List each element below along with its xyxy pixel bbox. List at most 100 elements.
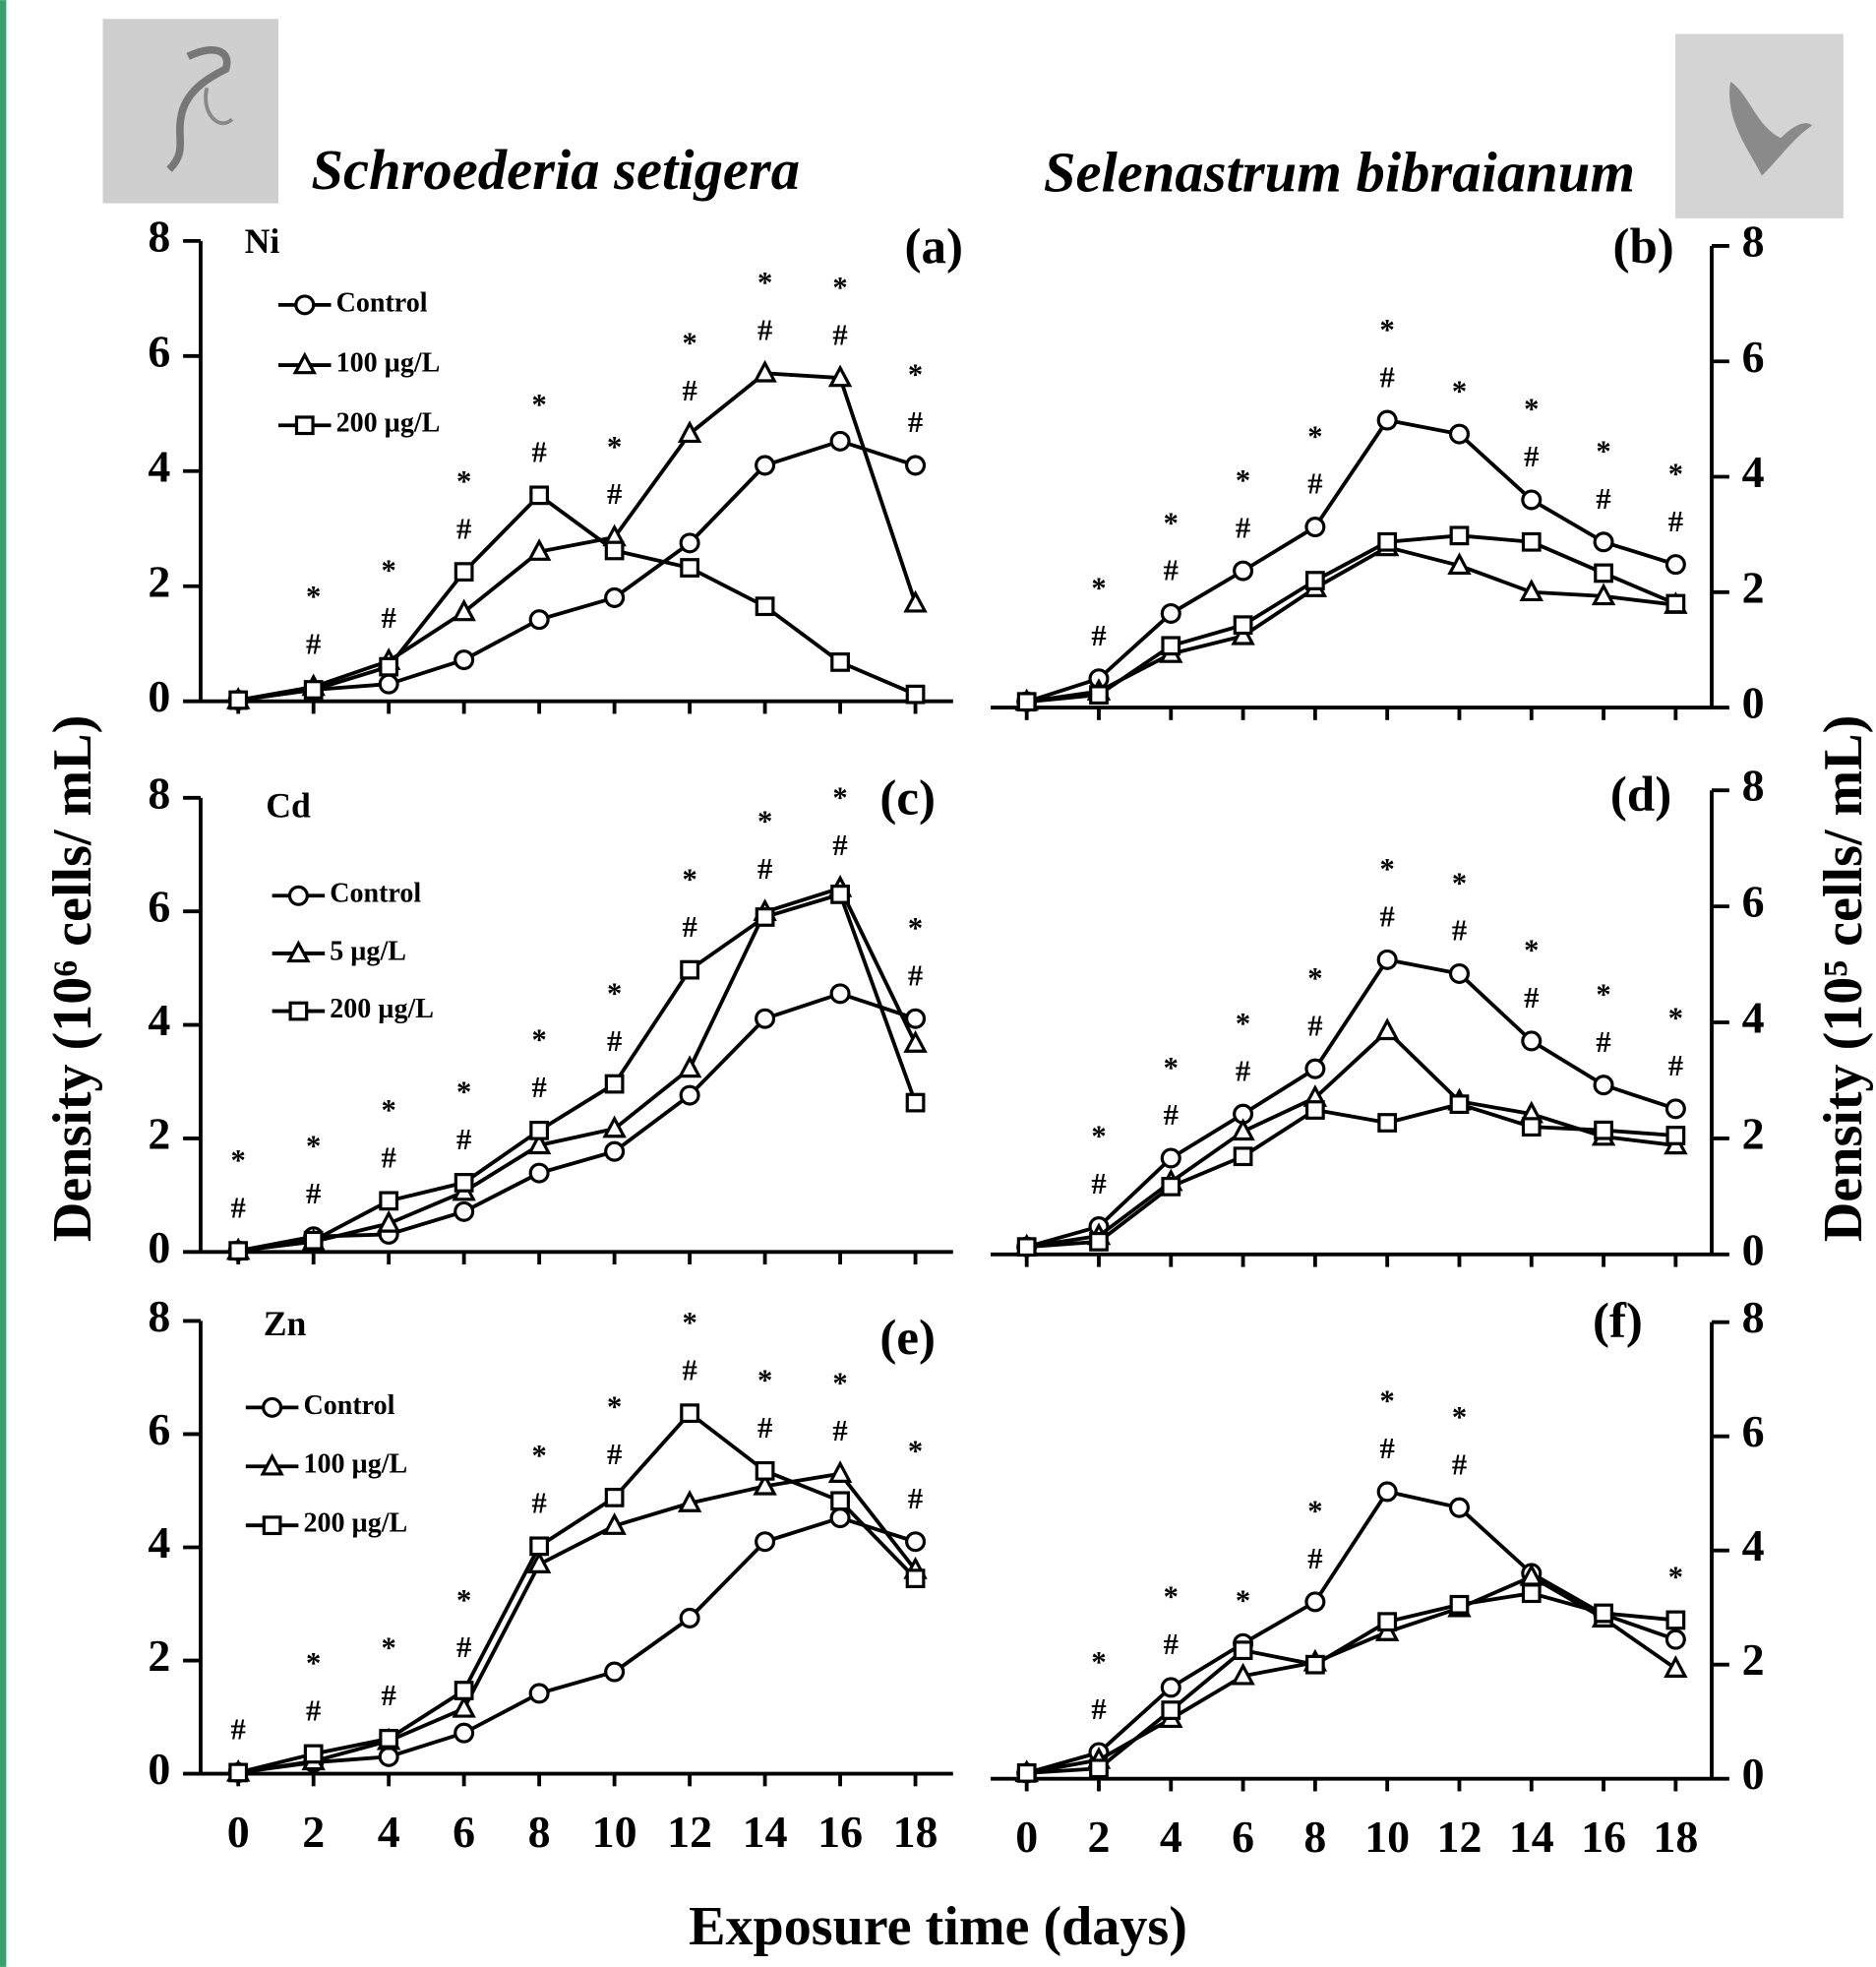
panel-label: (d) xyxy=(1610,768,1671,823)
y-tick-label: 6 xyxy=(148,882,170,932)
data-point xyxy=(827,1460,853,1483)
significance-mark: * xyxy=(607,430,622,463)
data-point xyxy=(604,586,626,608)
data-point xyxy=(1448,1497,1470,1518)
significance-mark: # xyxy=(1164,1628,1179,1661)
significance-mark: * xyxy=(306,580,321,613)
legend-label: 5 µg/L xyxy=(330,936,406,966)
significance-mark: * xyxy=(1596,977,1610,1011)
data-point xyxy=(1377,531,1398,552)
significance-mark: * xyxy=(1236,463,1250,497)
metal-label: Zn xyxy=(264,1304,307,1343)
y-tick-label: 8 xyxy=(1742,761,1765,811)
legend-marker xyxy=(262,1515,282,1536)
column-title: Selenastrum bibraianum xyxy=(1044,141,1635,205)
series-line xyxy=(1026,417,1676,705)
data-point xyxy=(1304,1058,1326,1079)
significance-mark: * xyxy=(306,1130,321,1163)
data-point xyxy=(529,485,550,506)
data-point xyxy=(379,1191,399,1211)
significance-mark: # xyxy=(1091,1692,1106,1726)
data-point xyxy=(679,1084,700,1106)
x-tick-label: 18 xyxy=(1653,1812,1698,1862)
significance-mark: # xyxy=(531,1071,546,1104)
data-point xyxy=(228,1762,249,1783)
y-tick-label: 8 xyxy=(148,1291,170,1341)
data-point xyxy=(1665,593,1686,614)
data-point xyxy=(677,1055,702,1078)
significance-mark: # xyxy=(382,601,396,635)
data-point xyxy=(905,684,926,705)
data-point xyxy=(604,1487,625,1507)
data-point xyxy=(602,1115,627,1138)
significance-mark: * xyxy=(1452,374,1467,407)
data-point xyxy=(454,1681,474,1700)
x-tick-label: 6 xyxy=(453,1807,475,1857)
significance-mark: # xyxy=(1307,1009,1322,1042)
significance-mark: # xyxy=(1307,1542,1322,1575)
significance-mark: # xyxy=(382,1679,396,1712)
data-point xyxy=(905,1531,927,1553)
significance-mark: # xyxy=(456,512,471,545)
significance-mark: # xyxy=(832,318,847,351)
data-point xyxy=(1160,1677,1181,1698)
data-point xyxy=(1593,531,1614,553)
data-point xyxy=(1664,1629,1686,1650)
y-tick-label: 6 xyxy=(148,1404,170,1454)
legend-label: 100 µg/L xyxy=(303,1449,407,1480)
data-point xyxy=(454,1200,475,1222)
significance-mark: * xyxy=(1380,1384,1395,1418)
significance-mark: * xyxy=(682,862,696,895)
series-line xyxy=(1026,1489,1676,1775)
data-point xyxy=(905,1568,926,1589)
significance-mark: # xyxy=(1380,360,1395,394)
y-tick-label: 8 xyxy=(1742,215,1765,266)
significance-mark: * xyxy=(531,1439,546,1472)
significance-mark: * xyxy=(1164,1051,1179,1084)
data-point xyxy=(1304,1100,1325,1120)
legend-label: Control xyxy=(336,287,428,318)
significance-mark: * xyxy=(1452,866,1467,899)
y-tick-label: 6 xyxy=(1742,332,1765,382)
data-point xyxy=(1233,1146,1253,1167)
data-point xyxy=(830,1491,850,1511)
significance-mark: # xyxy=(832,829,847,862)
data-point xyxy=(1161,636,1181,656)
significance-mark: # xyxy=(306,627,321,660)
significance-mark: # xyxy=(1596,482,1610,516)
significance-mark: * xyxy=(908,1435,923,1468)
legend-marker xyxy=(260,1452,284,1476)
data-point xyxy=(1089,1231,1109,1252)
significance-mark: * xyxy=(456,1076,471,1109)
data-point xyxy=(1376,1481,1398,1503)
data-point xyxy=(1160,1147,1181,1169)
data-point xyxy=(680,959,699,980)
x-tick-label: 8 xyxy=(1303,1812,1326,1862)
legend-label: Control xyxy=(303,1390,394,1421)
data-point xyxy=(526,1551,552,1573)
significance-mark: * xyxy=(1380,852,1395,886)
data-point xyxy=(753,1472,777,1496)
series-line xyxy=(237,492,917,703)
significance-mark: # xyxy=(607,1438,622,1471)
legend-label: 100 µg/L xyxy=(336,347,441,378)
significance-mark: # xyxy=(231,1191,246,1224)
data-point xyxy=(1304,517,1326,538)
data-point xyxy=(454,562,474,582)
significance-mark: * xyxy=(1091,1119,1106,1152)
data-point xyxy=(1594,1120,1613,1140)
data-point xyxy=(1449,1094,1470,1115)
data-point xyxy=(379,656,399,677)
series-line xyxy=(237,886,918,1254)
series-line xyxy=(1026,1591,1676,1775)
significance-mark: * xyxy=(1307,1495,1322,1528)
data-point xyxy=(528,1162,550,1184)
data-point xyxy=(679,532,700,554)
significance-mark: * xyxy=(1524,393,1539,426)
data-point xyxy=(829,430,851,452)
data-point xyxy=(755,455,776,476)
x-tick-label: 14 xyxy=(1509,1812,1554,1862)
data-point xyxy=(454,649,475,671)
significance-mark: * xyxy=(832,780,847,814)
